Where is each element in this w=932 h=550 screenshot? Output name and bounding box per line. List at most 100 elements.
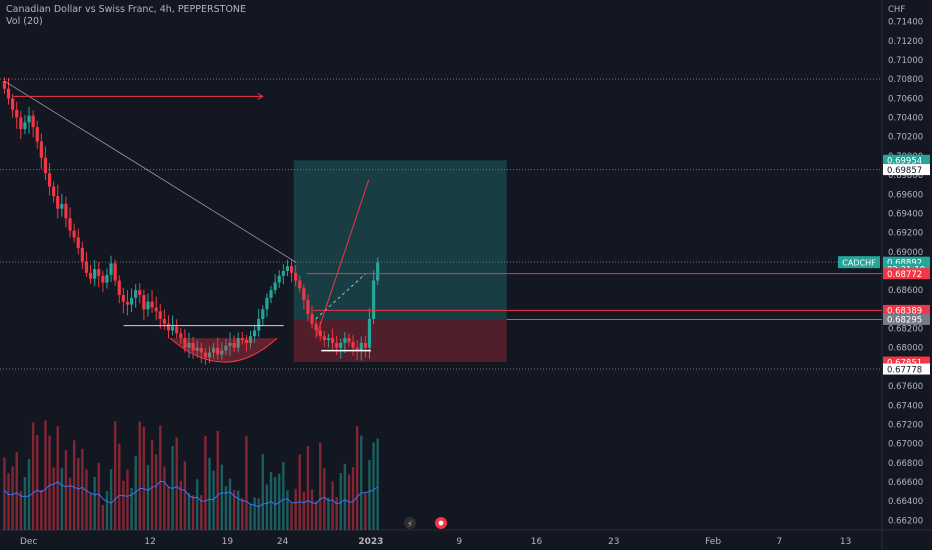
candle-body: [52, 186, 56, 197]
price-label-text: 0.68892: [887, 258, 922, 268]
volume-bar: [286, 490, 289, 530]
candle-body: [281, 271, 285, 276]
volume-bar: [3, 457, 6, 530]
candle-body: [170, 326, 175, 331]
volume-bar: [241, 498, 244, 530]
price-label-text: 0.67851: [887, 358, 922, 368]
volume-bar: [228, 478, 232, 530]
volume-bar: [265, 484, 269, 530]
volume-bar: [323, 468, 326, 530]
volume-bar: [109, 469, 113, 530]
price-axis-tick: 0.66600: [888, 478, 923, 488]
candle-body: [80, 247, 84, 262]
volume-bar: [81, 448, 84, 530]
candle-body: [15, 109, 19, 118]
volume-bar: [113, 421, 117, 530]
volume-bar: [253, 497, 256, 530]
volume-bar: [257, 498, 260, 530]
projection-line: [315, 179, 370, 339]
volume-bar: [294, 488, 297, 530]
price-label: [883, 304, 930, 316]
candle-body: [261, 309, 265, 319]
price-axis-currency: CHF: [888, 5, 905, 15]
volume-bar: [11, 466, 14, 530]
price-axis-tick: 0.69200: [888, 229, 923, 239]
price-axis-tick: 0.71200: [888, 37, 923, 47]
price-axis-tick: 0.66200: [888, 516, 923, 526]
candle-body: [306, 299, 310, 315]
volume-bar: [183, 461, 187, 530]
lightning-icon-glyph: ⚡: [407, 520, 413, 530]
candle-body: [187, 342, 191, 348]
time-axis-tick: 19: [222, 537, 234, 547]
candle-body: [240, 338, 244, 341]
price-axis-tick: 0.68000: [888, 344, 923, 354]
candle-body: [310, 314, 314, 324]
price-axis-tick: 0.70800: [888, 75, 923, 85]
candle-body: [150, 301, 154, 308]
candle-body: [146, 301, 150, 310]
candle-body: [351, 341, 355, 348]
candle-body: [101, 275, 105, 283]
volume-bar: [204, 435, 207, 530]
candle-body: [35, 127, 39, 142]
candle-body: [31, 115, 35, 128]
volume-bar: [273, 477, 277, 530]
time-axis-tick: 13: [840, 537, 851, 547]
chart-title: Canadian Dollar vs Swiss Franc, 4h, PEPP…: [6, 4, 247, 15]
time-axis-tick: 23: [608, 537, 619, 547]
candle-body: [125, 301, 130, 305]
volume-ma-line: [4, 480, 378, 508]
price-label: [883, 313, 930, 325]
price-axis-tick: 0.69000: [888, 248, 923, 258]
time-axis-tick: Feb: [705, 537, 721, 547]
candle-body: [97, 269, 101, 276]
volume-bar: [191, 495, 195, 530]
volume-bar: [77, 457, 80, 530]
volume-bar: [261, 454, 265, 530]
volume-bar: [224, 485, 228, 530]
candle-body: [265, 297, 269, 310]
volume-bar: [314, 501, 318, 530]
volume-bar: [195, 479, 199, 530]
candle-body: [47, 173, 52, 187]
volume-bar: [44, 420, 47, 530]
volume-bar: [130, 487, 133, 530]
candle-body: [326, 338, 331, 341]
price-axis-tick: 0.70200: [888, 133, 923, 143]
volume-bar: [167, 486, 170, 530]
volume-bar: [351, 467, 355, 530]
dashed-projection: [315, 273, 366, 320]
candle-body: [39, 141, 43, 158]
candle-body: [269, 290, 273, 298]
candle-body: [166, 323, 171, 331]
volume-bar: [118, 443, 121, 530]
volume-bar: [68, 477, 72, 530]
price-axis-tick: 0.68600: [888, 286, 923, 296]
price-axis-tick: 0.71000: [888, 56, 923, 66]
candle-body: [64, 203, 68, 219]
candle-body: [298, 280, 302, 289]
candle-body: [322, 336, 326, 341]
price-axis-tick: 0.67600: [888, 382, 923, 392]
time-axis-tick: Dec: [20, 537, 37, 547]
candle-body: [60, 203, 64, 209]
price-label: [883, 256, 930, 268]
price-axis-tick: 0.69400: [888, 209, 923, 219]
volume-bar: [171, 445, 174, 530]
volume-bar: [23, 477, 27, 530]
candle-body: [2, 81, 7, 89]
volume-bar: [138, 421, 141, 530]
price-axis-tick: 0.66400: [888, 497, 923, 507]
candle-body: [203, 352, 207, 358]
time-axis-tick: 24: [277, 537, 289, 547]
volume-bar: [27, 459, 31, 530]
candle-body: [179, 333, 183, 339]
price-label: [883, 164, 930, 176]
volume-bar: [187, 492, 191, 530]
trend-line: [4, 80, 297, 263]
volume-bar: [339, 473, 342, 530]
candle-body: [294, 272, 298, 281]
volume-bar: [163, 466, 166, 530]
